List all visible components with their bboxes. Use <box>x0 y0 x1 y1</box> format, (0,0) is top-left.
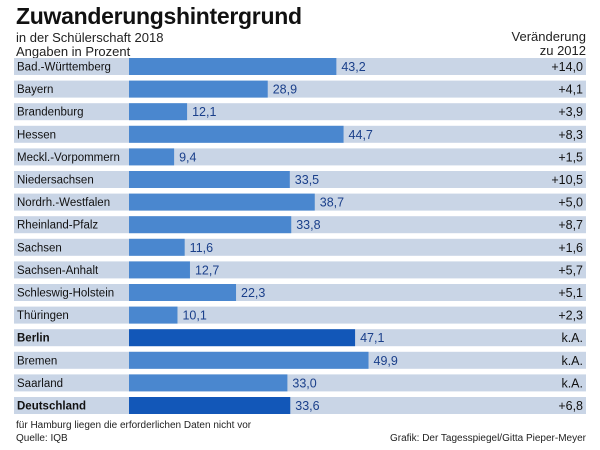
category-label: Sachsen <box>17 242 62 254</box>
category-label: Hessen <box>17 129 56 141</box>
data-label: 49,9 <box>374 354 398 368</box>
category-label: Niedersachsen <box>17 175 94 187</box>
data-label: 44,7 <box>349 128 373 142</box>
data-label: 43,2 <box>341 60 365 74</box>
category-label: Bayern <box>17 84 53 96</box>
category-label: Berlin <box>17 333 50 345</box>
change-value: +5,1 <box>558 286 583 300</box>
bar <box>129 125 344 143</box>
change-value: +14,0 <box>551 60 583 74</box>
bar <box>129 351 369 369</box>
bar <box>129 261 190 279</box>
chart-subtitle-line2: Angaben in Prozent <box>16 44 131 59</box>
chart-title: Zuwanderungshintergrund <box>16 3 302 29</box>
bar <box>129 374 288 392</box>
change-value: k.A. <box>561 354 583 368</box>
category-label: Brandenburg <box>17 107 84 119</box>
row-background <box>14 103 586 121</box>
bar <box>129 284 237 301</box>
bar <box>129 216 292 234</box>
row-background <box>14 306 586 324</box>
change-value: +10,5 <box>551 173 583 187</box>
data-label: 38,7 <box>320 196 344 210</box>
data-label: 12,7 <box>195 263 219 277</box>
category-label: Meckl.-Vorpommern <box>17 152 120 164</box>
change-value: k.A. <box>561 331 583 345</box>
data-label: 22,3 <box>241 286 265 300</box>
category-label: Rheinland-Pfalz <box>17 220 98 232</box>
category-label: Sachsen-Anhalt <box>17 265 99 277</box>
chart-subtitle-line1: in der Schülerschaft 2018 <box>16 30 164 45</box>
change-value: +4,1 <box>558 83 583 97</box>
category-label: Bremen <box>17 355 57 367</box>
bar <box>129 80 268 98</box>
category-label: Bad.-Württemberg <box>17 62 111 74</box>
bar <box>129 171 290 188</box>
data-label: 33,8 <box>296 218 320 232</box>
data-label: 33,5 <box>295 173 319 187</box>
row-background <box>14 80 586 98</box>
change-value: +1,6 <box>558 241 583 255</box>
bar <box>129 148 175 166</box>
change-header-line1: Veränderung <box>511 29 586 44</box>
change-value: +5,7 <box>558 263 583 277</box>
change-value: +5,0 <box>558 196 583 210</box>
change-value: +1,5 <box>558 150 583 164</box>
category-label: Deutschland <box>17 401 86 413</box>
bar <box>129 103 188 121</box>
row-background <box>14 238 586 256</box>
change-value: +8,3 <box>558 128 583 142</box>
data-label: 28,9 <box>273 83 297 97</box>
data-label: 9,4 <box>179 150 196 164</box>
change-value: +8,7 <box>558 218 583 232</box>
change-header-line2: zu 2012 <box>539 43 586 58</box>
change-value: +2,3 <box>558 309 583 323</box>
graphic-credit: Grafik: Der Tagesspiegel/Gitta Pieper-Me… <box>389 433 586 444</box>
row-background <box>14 261 586 279</box>
bar <box>129 238 185 256</box>
bar <box>129 329 356 347</box>
change-value: k.A. <box>561 376 583 390</box>
data-label: 33,6 <box>295 399 319 413</box>
category-label: Schleswig-Holstein <box>17 288 114 300</box>
bar <box>129 397 291 414</box>
change-value: +6,8 <box>558 399 583 413</box>
bar <box>129 58 337 75</box>
bar <box>129 306 178 324</box>
change-column-header: Veränderung zu 2012 <box>512 30 586 58</box>
data-label: 10,1 <box>182 309 206 323</box>
source-note: Quelle: IQB <box>16 433 68 444</box>
footnote: für Hamburg liegen die erforderlichen Da… <box>16 420 252 431</box>
bar <box>129 193 315 211</box>
category-label: Saarland <box>17 378 63 390</box>
data-label: 11,6 <box>190 241 213 255</box>
data-label: 47,1 <box>360 331 384 345</box>
data-label: 12,1 <box>192 105 216 119</box>
category-label: Nordrh.-Westfalen <box>17 197 110 209</box>
category-label: Thüringen <box>17 310 69 322</box>
data-label: 33,0 <box>292 376 316 390</box>
change-value: +3,9 <box>558 105 583 119</box>
